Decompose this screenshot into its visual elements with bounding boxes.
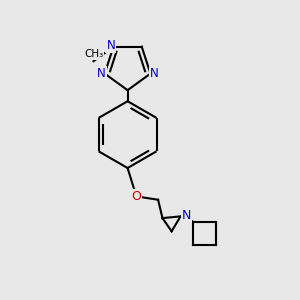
Text: O: O xyxy=(131,190,141,203)
Text: N: N xyxy=(150,67,158,80)
Text: N: N xyxy=(97,67,106,80)
Text: N: N xyxy=(106,39,115,52)
Text: N: N xyxy=(182,209,191,222)
Text: CH₃: CH₃ xyxy=(84,49,103,59)
